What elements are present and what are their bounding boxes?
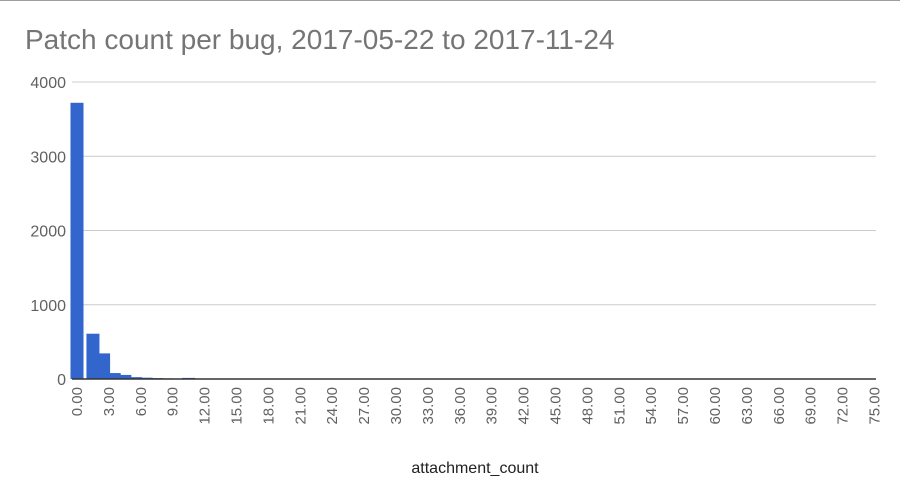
- x-tick-label: 75.00: [867, 387, 884, 425]
- y-tick-label: 1000: [30, 298, 66, 315]
- x-tick-label: 9.00: [165, 387, 182, 416]
- x-tick-label: 63.00: [739, 387, 756, 425]
- x-tick-label: 15.00: [229, 387, 246, 425]
- bar[interactable]: [118, 374, 132, 379]
- x-axis-ticks: 0.00 3.00 6.00 9.00 12.00 15.00 18.00 21.00 24.0…: [69, 387, 884, 425]
- x-tick-label: 51.00: [611, 387, 628, 425]
- x-tick-label: 60.00: [707, 387, 724, 425]
- x-tick-label: 48.00: [579, 387, 596, 425]
- bar[interactable]: [128, 377, 142, 379]
- y-tick-label: 4000: [30, 75, 66, 92]
- bar[interactable]: [107, 373, 121, 379]
- x-tick-label: 33.00: [420, 387, 437, 425]
- x-tick-label: 12.00: [197, 387, 214, 425]
- x-tick-label: 57.00: [675, 387, 692, 425]
- y-tick-label: 2000: [30, 224, 66, 241]
- x-tick-label: 54.00: [643, 387, 660, 425]
- x-axis-label: attachment_count: [411, 460, 539, 477]
- bars: [70, 102, 228, 380]
- x-tick-label: 66.00: [771, 387, 788, 425]
- bar[interactable]: [86, 333, 100, 379]
- chart-title: Patch count per bug, 2017-05-22 to 2017-…: [25, 24, 615, 55]
- x-tick-label: 27.00: [356, 387, 373, 425]
- bar[interactable]: [97, 353, 111, 379]
- x-tick-label: 18.00: [260, 387, 277, 425]
- x-tick-label: 69.00: [803, 387, 820, 425]
- y-tick-label: 3000: [30, 149, 66, 166]
- x-tick-label: 21.00: [292, 387, 309, 425]
- x-tick-label: 24.00: [324, 387, 341, 425]
- x-tick-label: 36.00: [452, 387, 469, 425]
- x-tick-label: 42.00: [516, 387, 533, 425]
- x-tick-label: 72.00: [835, 387, 852, 425]
- x-tick-label: 0.00: [69, 387, 86, 416]
- x-tick-label: 39.00: [484, 387, 501, 425]
- x-tick-label: 6.00: [133, 387, 150, 416]
- y-tick-label: 0: [57, 372, 66, 389]
- grid-lines: [72, 81, 876, 306]
- x-tick-label: 3.00: [101, 387, 118, 416]
- x-tick-label: 45.00: [548, 387, 565, 425]
- y-axis-ticks: 0 1000 2000 3000 4000: [30, 75, 66, 389]
- bar[interactable]: [70, 102, 84, 379]
- x-tick-label: 30.00: [388, 387, 405, 425]
